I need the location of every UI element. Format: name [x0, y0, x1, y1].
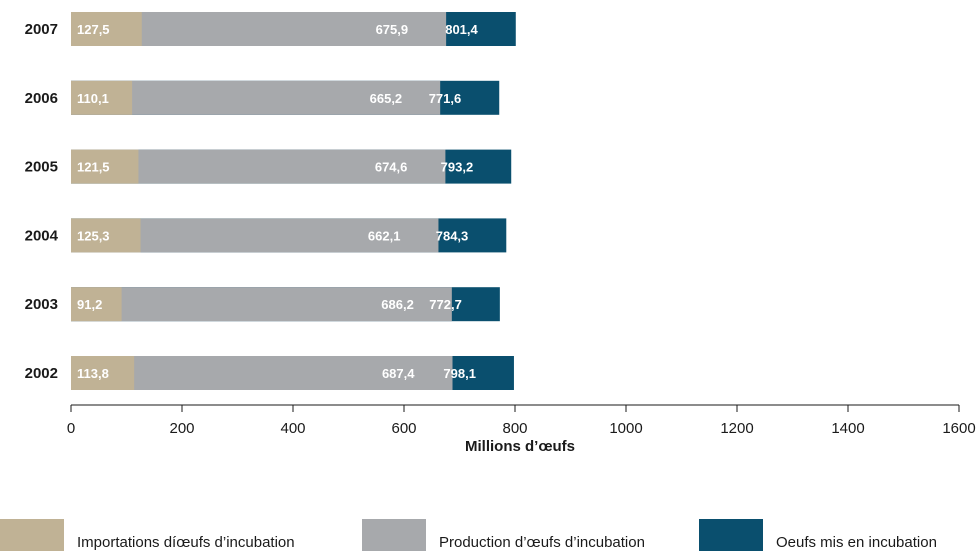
value-label-production-2005: 674,6 [375, 160, 408, 175]
x-tick-label-1200: 1200 [720, 420, 753, 437]
value-label-imports-2007: 127,5 [77, 22, 110, 37]
x-tick-label-800: 800 [502, 420, 527, 437]
value-label-production-2003: 686,2 [381, 297, 414, 312]
value-label-production-2006: 665,2 [370, 91, 403, 106]
value-label-total-2003: 772,7 [429, 297, 462, 312]
value-label-production-2004: 662,1 [368, 228, 401, 243]
value-label-total-2004: 784,3 [436, 228, 469, 243]
legend: Importations díœufs d’incubation Producti… [0, 519, 937, 551]
legend-swatch-imports [0, 519, 64, 551]
x-tick-label-200: 200 [169, 420, 194, 437]
bar-imports-2007 [71, 12, 142, 46]
legend-label-total: Oeufs mis en incubation [776, 534, 937, 551]
bar-production-2003 [71, 287, 452, 322]
value-label-imports-2002: 113,8 [77, 366, 109, 381]
value-label-total-2006: 771,6 [429, 91, 462, 106]
category-label-2003: 2003 [25, 296, 58, 313]
bar-production-2006 [71, 80, 441, 115]
value-label-total-2002: 798,1 [443, 366, 476, 381]
legend-swatch-production [362, 519, 426, 551]
value-label-production-2007: 675,9 [376, 22, 409, 37]
category-label-2007: 2007 [25, 21, 58, 38]
bar-imports-2006 [71, 80, 133, 115]
value-label-total-2007: 801,4 [445, 22, 478, 37]
category-label-2004: 2004 [25, 227, 59, 244]
value-label-production-2002: 687,4 [382, 366, 415, 381]
bars-layer: 801,4 675,9 127,5 771,6 665,2 110,1 793,2 674,6… [71, 12, 516, 390]
value-label-imports-2006: 110,1 [77, 91, 109, 106]
legend-swatch-total [699, 519, 763, 551]
legend-label-imports: Importations díœufs d’incubation [77, 534, 295, 551]
x-tick-label-400: 400 [280, 420, 305, 437]
category-labels: 2007 2006 2005 2004 2003 2002 [25, 21, 59, 382]
bar-imports-2003 [71, 287, 122, 322]
x-tick-label-600: 600 [391, 420, 416, 437]
bar-imports-2004 [71, 218, 141, 253]
value-label-imports-2005: 121,5 [77, 160, 110, 175]
legend-label-production: Production d’œufs d’incubation [439, 534, 645, 551]
category-label-2002: 2002 [25, 365, 58, 382]
x-tick-label-1600: 1600 [942, 420, 975, 437]
value-label-total-2005: 793,2 [441, 160, 474, 175]
x-tick-label-0: 0 [67, 420, 75, 437]
value-label-imports-2004: 125,3 [77, 228, 110, 243]
x-tick-label-1000: 1000 [609, 420, 642, 437]
bar-production-2002 [71, 356, 453, 390]
value-label-imports-2003: 91,2 [77, 297, 102, 312]
bar-imports-2005 [71, 149, 139, 184]
x-axis-title: Millions d’œufs [465, 438, 575, 455]
bar-imports-2002 [71, 356, 135, 390]
category-label-2005: 2005 [25, 159, 58, 176]
x-axis: 0 200 400 600 800 1000 1200 1400 1600 [67, 404, 976, 437]
category-label-2006: 2006 [25, 90, 58, 107]
x-tick-label-1400: 1400 [831, 420, 864, 437]
